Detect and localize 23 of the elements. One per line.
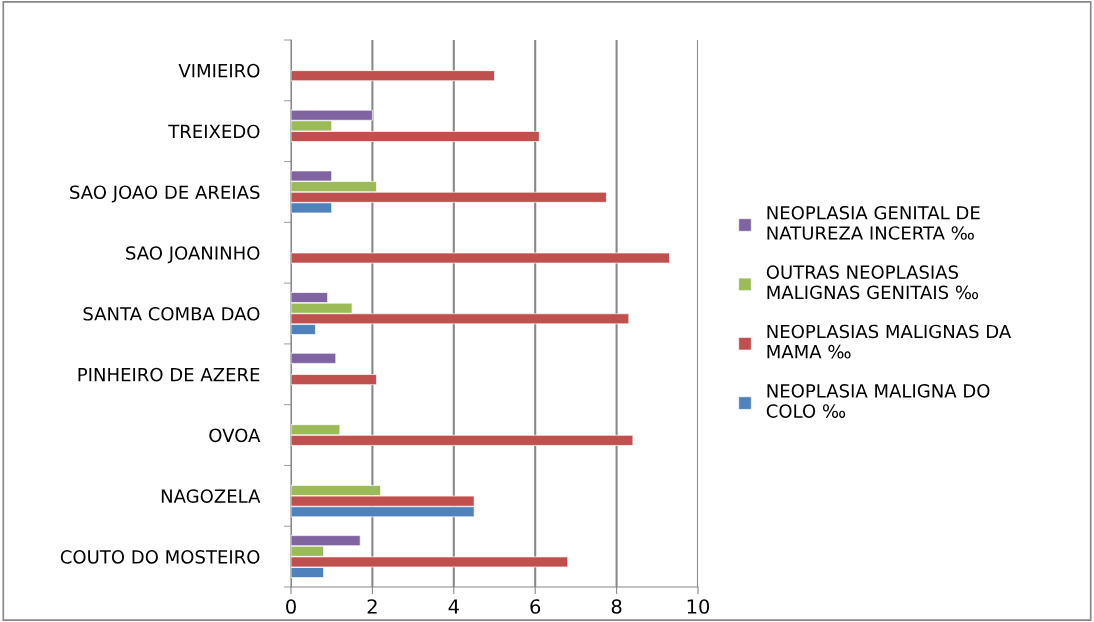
x-tick-label: 4 bbox=[448, 599, 459, 614]
legend-label: NEOPLASIA MALIGNA DO COLO ‰ bbox=[766, 384, 990, 418]
y-tick-label: OVOA bbox=[209, 428, 261, 443]
x-tick-label: 6 bbox=[530, 599, 541, 614]
legend-label: NEOPLASIA GENITAL DE NATUREZA INCERTA ‰ bbox=[767, 205, 980, 240]
bar bbox=[291, 70, 495, 82]
y-tick-label: NAGOZELA bbox=[161, 489, 261, 503]
y-tick-label: SAO JOAO DE AREIAS bbox=[70, 185, 260, 203]
legend-label: OUTRAS NEOPLASIAS MALIGNAS GENITAIS ‰ bbox=[766, 265, 979, 300]
x-tick-label: 2 bbox=[367, 599, 377, 614]
y-tick-label: SAO JOANINHO bbox=[126, 246, 260, 264]
legend-label: NEOPLASIAS MALIGNAS DA MAMA ‰ bbox=[767, 324, 1012, 359]
y-tick-label: PINHEIRO DE AZERE bbox=[78, 367, 260, 382]
bar bbox=[291, 374, 377, 385]
y-tick-label: VIMIEIRO bbox=[178, 63, 260, 78]
bar bbox=[291, 352, 337, 364]
y-tick-label: SANTA COMBA DAO bbox=[83, 306, 260, 321]
bar bbox=[291, 252, 670, 264]
y-tick-label: TREIXEDO bbox=[168, 124, 260, 139]
x-tick-label: 0 bbox=[286, 599, 296, 614]
x-tick-label: 8 bbox=[611, 599, 622, 614]
x-tick-label: 10 bbox=[687, 599, 710, 614]
y-tick-label: COUTO DO MOSTEIRO bbox=[60, 550, 260, 564]
